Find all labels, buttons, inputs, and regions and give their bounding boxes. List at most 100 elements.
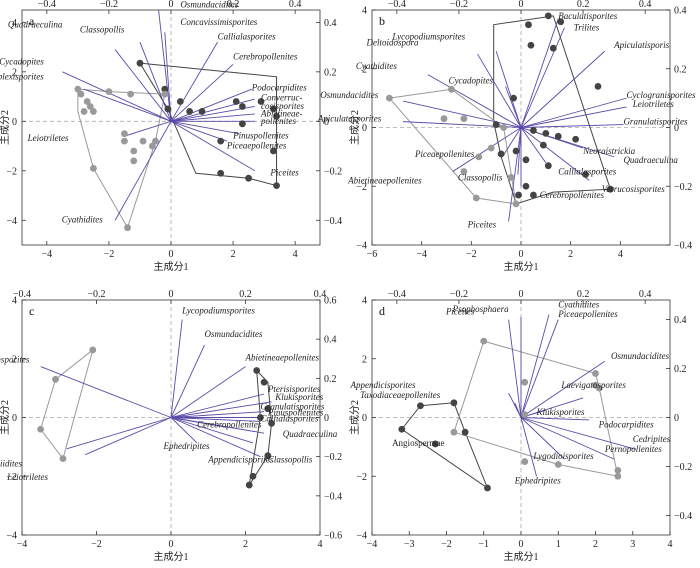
vector-label: Cerebropollenites (197, 419, 262, 429)
loading-vector (170, 41, 218, 122)
right-y-tick-label: 0.4 (324, 335, 337, 346)
right-y-tick-label: 0.2 (674, 364, 687, 375)
loading-vector (520, 417, 590, 421)
right-y-tick-label: −0.4 (324, 216, 342, 227)
sample-point (176, 98, 184, 105)
vector-label: Psophosphaera (452, 304, 509, 314)
sample-point (484, 484, 491, 492)
right-y-tick-label: 0.2 (324, 374, 337, 385)
sample-label: Angiospermae (392, 438, 444, 448)
right-y-tick-label: −0.4 (324, 491, 342, 502)
top-x-tick-label: −0.2 (100, 0, 118, 10)
loading-vector (170, 417, 254, 444)
loading-vector (501, 127, 522, 158)
sample-point (440, 115, 448, 123)
vector-label: Podocarpidites (251, 82, 307, 92)
sample-point (480, 337, 488, 345)
y-tick-label: −2 (6, 472, 17, 483)
x-tick-label: 4 (318, 539, 323, 550)
top-x-tick-label: −0.4 (38, 0, 56, 10)
loading-vector (520, 417, 615, 460)
loading-vector (170, 417, 265, 434)
loading-vector (520, 127, 590, 181)
loading-vector (402, 100, 522, 128)
loading-vector (427, 74, 522, 128)
sample-point (448, 85, 455, 93)
right-y-tick-label: 0.4 (324, 18, 337, 29)
y-tick-label: 0 (12, 413, 17, 424)
panel-d: −4 −3 −2 −1 0 1 2 3 4 −4 −2 0 2 4 −0.4 −0.2 0 0.2 0.4 −0.4 −… (349, 289, 692, 563)
sample-point (264, 405, 272, 413)
sample-point (554, 461, 562, 468)
loading-vector (170, 417, 198, 444)
loading-vector (170, 417, 261, 422)
sample-point (525, 21, 532, 29)
right-y-tick-label: −0.2 (674, 462, 692, 473)
y-tick-label: 4 (12, 296, 17, 307)
top-x-tick-label: 0 (519, 289, 524, 300)
right-y-tick-label: 0.6 (324, 296, 337, 307)
sample-point (544, 12, 552, 20)
sample-point (507, 174, 515, 181)
vector-label: Cerebropollenites (540, 190, 605, 200)
sample-point (186, 108, 194, 115)
sample-point (527, 41, 535, 49)
sample-point (83, 98, 91, 105)
vector-label: Podocarpidites (598, 419, 654, 429)
x-tick-label: 0 (519, 249, 524, 260)
right-y-tick-label: −0.2 (324, 452, 342, 463)
sample-point (595, 384, 603, 392)
x-tick-label: −4 (42, 249, 53, 260)
x-tick-label: −3 (404, 539, 415, 550)
vector-label: Quadraeculina (8, 19, 63, 29)
vector-label: Klukisporites (274, 392, 323, 402)
loading-vector (170, 113, 255, 122)
vector-label: Callialasporites (558, 167, 617, 177)
group-outline (40, 348, 94, 460)
sample-point (139, 137, 147, 145)
vector-label: Piceites (445, 307, 475, 317)
panel-letter: b (379, 14, 385, 28)
x-tick-label: 2 (243, 539, 248, 550)
top-x-tick-label: 0.4 (314, 289, 327, 300)
loading-vector (477, 53, 522, 128)
sample-point (161, 85, 169, 93)
loading-vector (520, 417, 636, 450)
vector-label: Cycadopites (449, 75, 494, 85)
sample-point (89, 346, 97, 354)
vector-label: Leiotriletes (6, 472, 48, 482)
loading-vector (520, 18, 559, 128)
loading-vector (62, 71, 172, 122)
sample-point (460, 115, 468, 123)
sample-point (398, 425, 406, 433)
loading-vector (495, 50, 522, 128)
top-x-tick-label: 0.2 (577, 289, 590, 300)
sample-point (500, 124, 508, 131)
sample-point (557, 18, 565, 26)
loading-vector (170, 120, 240, 135)
sample-point (614, 472, 622, 480)
y-tick-label: −2 (6, 166, 17, 177)
group-outline (388, 88, 517, 205)
sample-point (270, 105, 277, 113)
y-tick-label: −4 (6, 216, 17, 227)
y-tick-label: 2 (362, 354, 367, 365)
y-tick-label: −4 (356, 241, 367, 252)
sample-point (460, 168, 468, 175)
sample-point (130, 147, 138, 155)
vector-label: Abietineaepollenites (347, 175, 422, 185)
y-tick-label: 0 (12, 117, 17, 128)
sample-point (257, 414, 264, 421)
top-x-tick-label: 0 (169, 289, 174, 300)
sample-point (130, 157, 138, 165)
sample-point (59, 455, 67, 463)
sample-point (510, 94, 517, 102)
vector-label: Taxodiaceaepollenites (360, 390, 441, 400)
top-x-tick-label: 0.2 (239, 289, 252, 300)
right-y-tick-label: 0.2 (674, 64, 687, 75)
loading-vector (452, 127, 522, 172)
sample-point (238, 103, 246, 110)
loading-vector (124, 120, 172, 137)
sample-point (89, 108, 97, 115)
sample-point (249, 472, 257, 480)
